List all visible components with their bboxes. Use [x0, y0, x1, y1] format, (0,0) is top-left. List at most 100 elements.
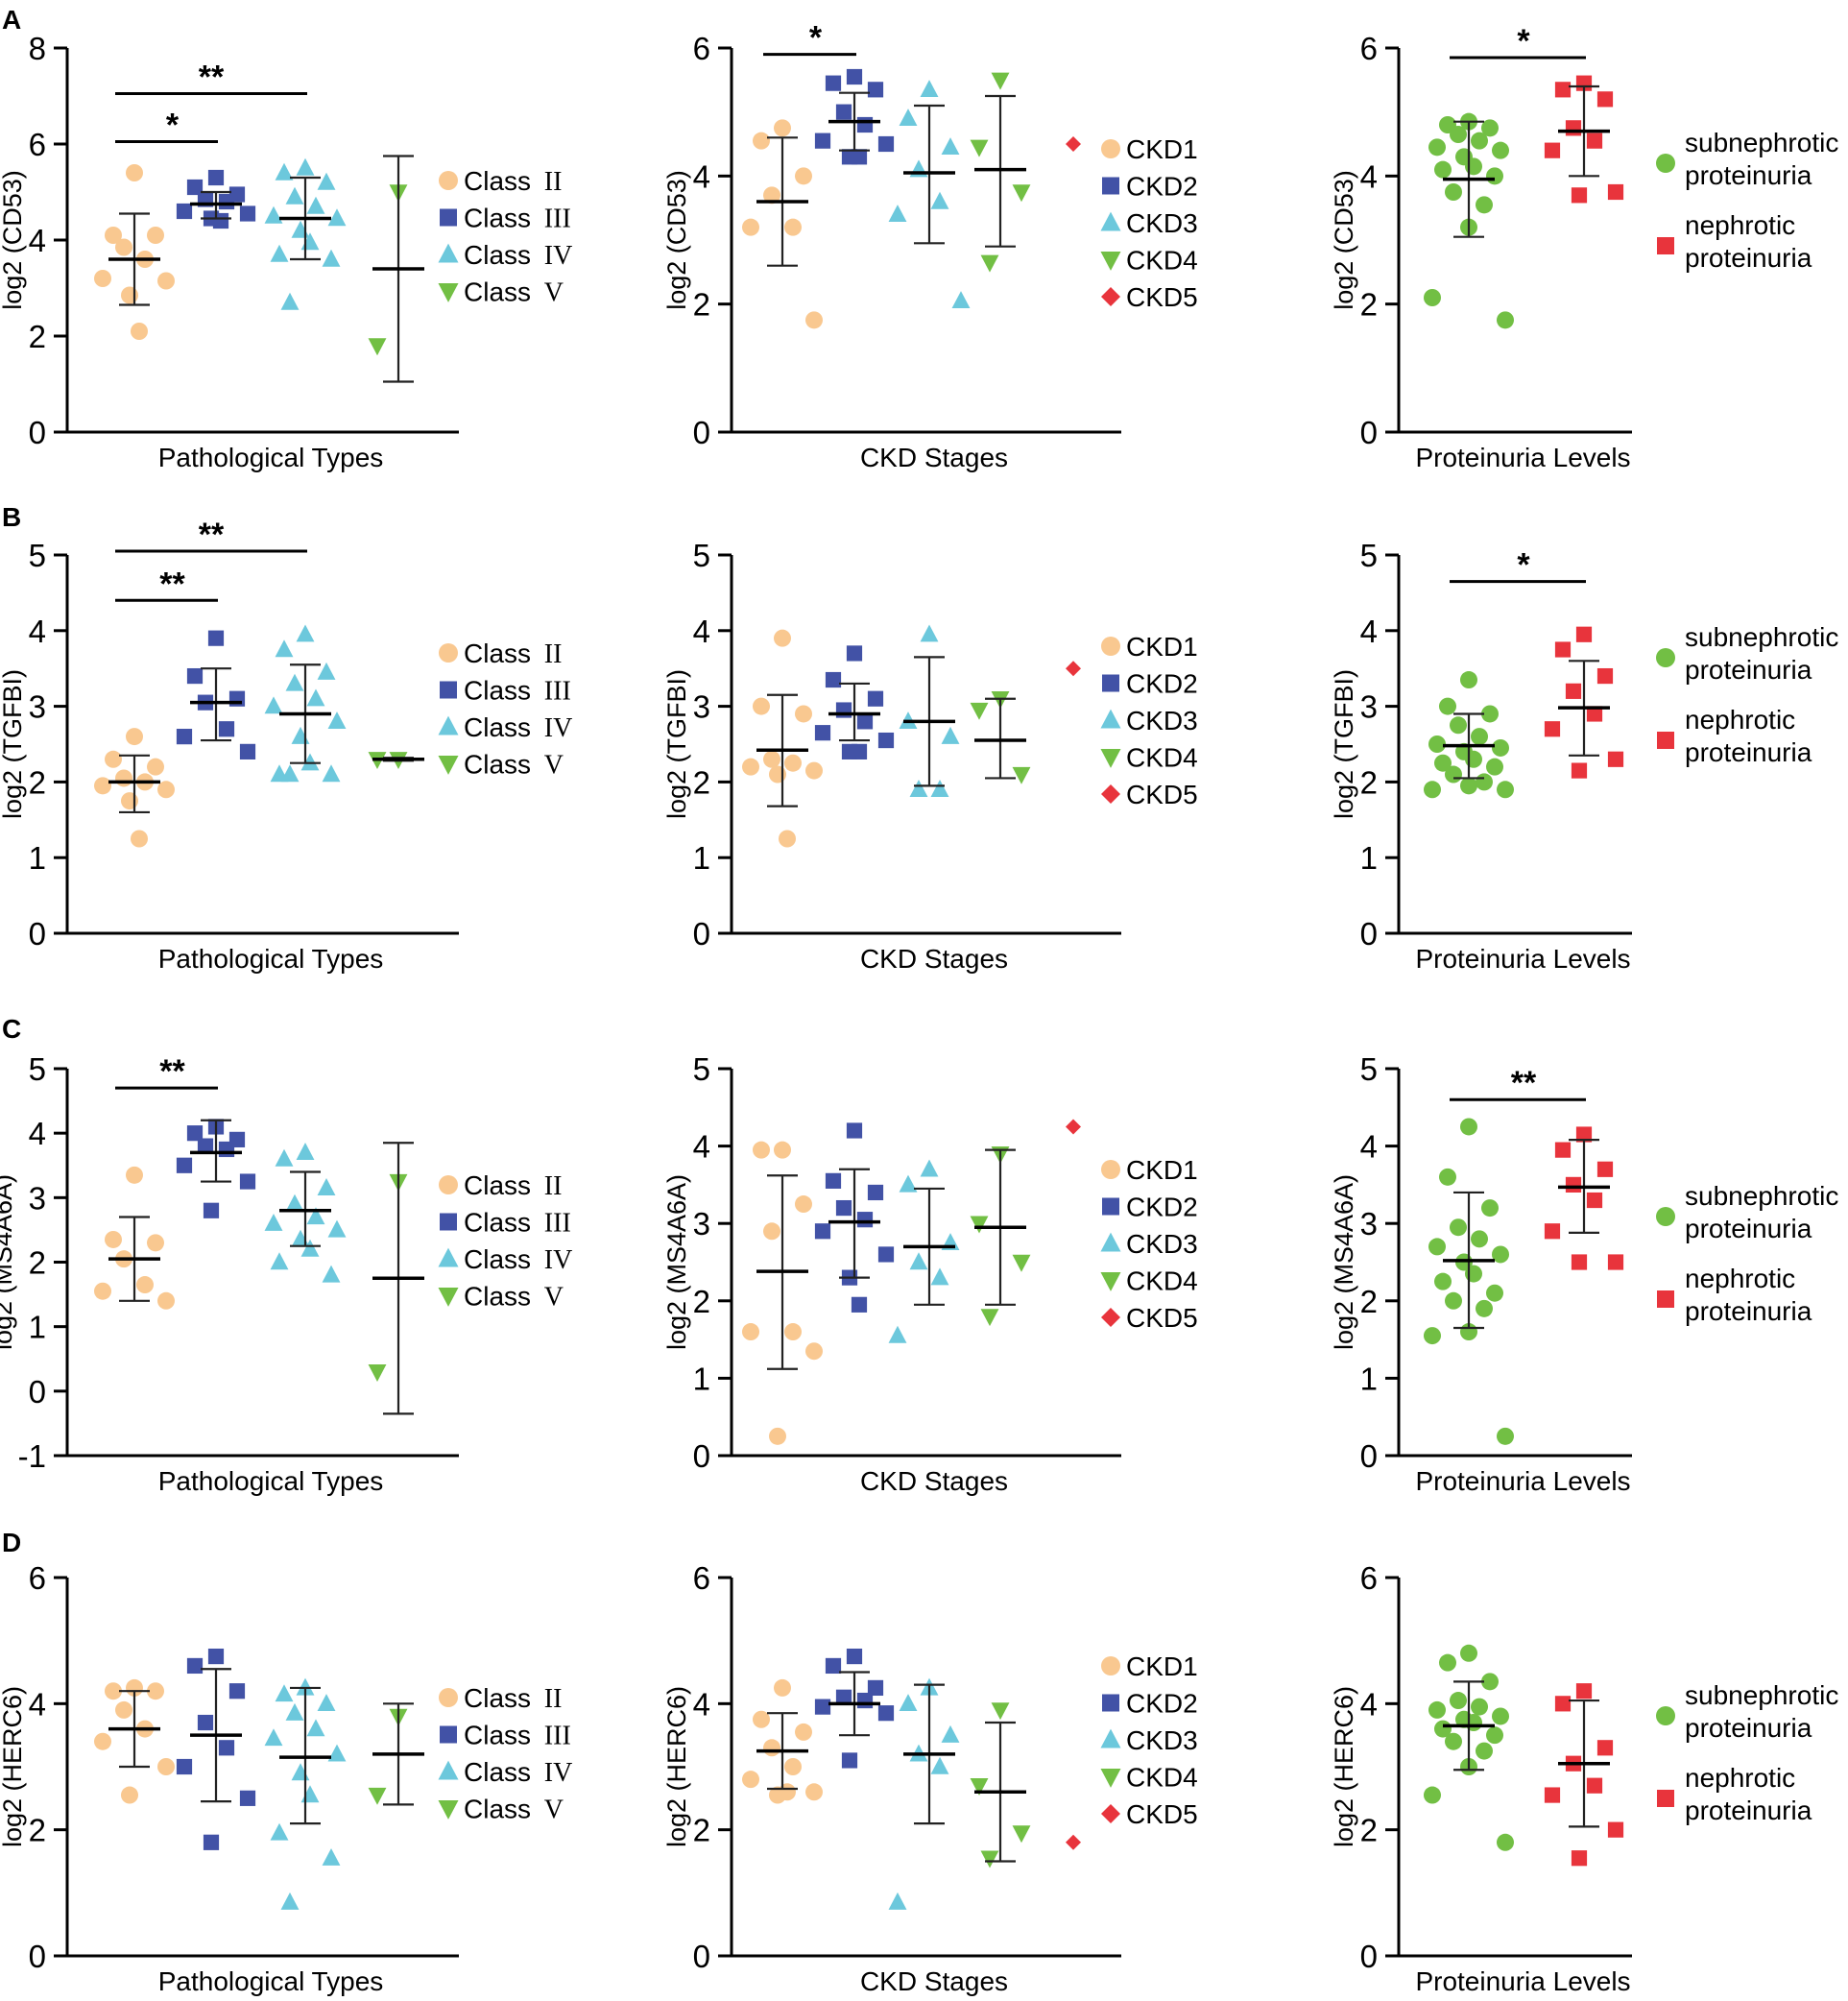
legend-label: Class II: [464, 639, 562, 669]
data-point: [825, 671, 842, 688]
legend: CKD1 CKD2 CKD3 CKD4 CKD5: [1100, 134, 1198, 312]
legend-roman: IV: [544, 1245, 573, 1275]
data-point: [368, 338, 387, 356]
y-axis-label: log2 (CD53): [1330, 170, 1358, 310]
data-point: [126, 1678, 143, 1697]
data-point: [1471, 1230, 1488, 1248]
group-0: [1424, 1118, 1514, 1445]
group-3: [368, 155, 424, 383]
group-1: [814, 1122, 895, 1313]
y-axis-label: log2 (MS4A6A): [1330, 1174, 1358, 1350]
legend-roman: V: [544, 278, 564, 308]
data-point: [1596, 91, 1614, 108]
data-point: [264, 1728, 283, 1747]
y-tick-label: 2: [1360, 1284, 1378, 1319]
legend-marker: [1657, 1790, 1674, 1807]
data-point: [1607, 1821, 1624, 1838]
data-point: [239, 1173, 256, 1190]
legend-roman: IV: [544, 713, 573, 743]
group-1: [176, 169, 256, 229]
legend-roman: II: [544, 639, 563, 669]
data-point: [126, 1166, 143, 1184]
group-2: [899, 624, 960, 797]
data-point: [306, 196, 325, 214]
panel-c1: C -1 0 1 2 3 4 5 log2 (MS4A6A) Pathological Types…: [0, 1014, 572, 1496]
y-tick-label: 4: [693, 614, 710, 649]
data-point: [203, 1202, 220, 1218]
data-point: [1481, 705, 1499, 723]
data-point: [846, 1648, 863, 1665]
data-point: [1492, 738, 1509, 757]
data-point: [1434, 754, 1452, 772]
y-tick-label: 3: [1360, 1206, 1378, 1242]
legend-label: nephrotic: [1685, 210, 1795, 240]
legend-roman: IV: [544, 1758, 573, 1788]
legend-marker: [438, 243, 459, 263]
legend-marker: [1101, 1804, 1120, 1823]
data-point: [1012, 1825, 1031, 1844]
legend-marker: [440, 208, 457, 227]
group-1: [1544, 75, 1624, 204]
data-point: [888, 1892, 907, 1910]
data-point: [291, 1763, 310, 1781]
data-point: [203, 1834, 220, 1850]
y-tick-label: -1: [18, 1438, 46, 1474]
y-tick-label: 3: [29, 1180, 46, 1216]
data-point: [877, 732, 895, 749]
legend-label: nephrotic: [1685, 1763, 1795, 1793]
y-tick-label: 2: [29, 764, 46, 800]
data-point: [1439, 1653, 1456, 1672]
legend-label: proteinuria: [1685, 737, 1812, 767]
data-point: [841, 1752, 858, 1769]
y-axis-label: log2 (CD53): [662, 170, 691, 310]
data-point: [115, 769, 132, 787]
group-4: [1066, 1119, 1081, 1135]
data-point: [1428, 1700, 1446, 1719]
data-point: [94, 1282, 111, 1300]
legend-marker: [440, 681, 457, 699]
group-1: [1544, 626, 1624, 779]
legend-roman: III: [544, 1722, 571, 1751]
legend-marker: [438, 1287, 459, 1307]
data-point: [105, 227, 122, 244]
y-tick-label: 0: [1360, 1939, 1378, 1974]
y-axis-label: log2 (TGFBI): [0, 669, 27, 819]
data-point: [930, 191, 949, 209]
legend-marker: [438, 715, 459, 735]
data-point: [94, 270, 111, 287]
data-point: [991, 1702, 1010, 1721]
data-point: [877, 1705, 895, 1722]
data-point: [157, 1758, 175, 1775]
group-2: [264, 157, 347, 310]
data-point: [1565, 683, 1582, 699]
data-point: [1460, 1644, 1477, 1662]
data-point: [115, 1700, 132, 1719]
data-point: [285, 1193, 304, 1212]
y-tick-label: 0: [693, 1438, 710, 1474]
data-point: [291, 1229, 310, 1247]
data-point: [1424, 289, 1441, 306]
data-point: [1575, 1126, 1593, 1143]
data-point: [368, 1363, 387, 1382]
x-axis-label: CKD Stages: [860, 1466, 1008, 1496]
data-point: [264, 1213, 283, 1231]
data-point: [1066, 136, 1081, 152]
significance-label: *: [1517, 547, 1530, 584]
legend-label: CKD3: [1126, 1229, 1198, 1259]
data-point: [970, 702, 989, 720]
legend-label: CKD5: [1126, 1303, 1198, 1333]
data-point: [270, 1252, 289, 1270]
group-1: [176, 1119, 256, 1218]
legend-label: nephrotic: [1685, 705, 1795, 735]
data-point: [795, 1723, 812, 1741]
legend-marker: [438, 282, 459, 302]
data-point: [228, 1683, 246, 1700]
data-point: [296, 1143, 315, 1161]
data-point: [1544, 1223, 1561, 1240]
data-point: [280, 764, 300, 783]
legend-roman: II: [544, 167, 563, 197]
data-point: [317, 1177, 336, 1195]
legend-label: proteinuria: [1685, 243, 1812, 273]
